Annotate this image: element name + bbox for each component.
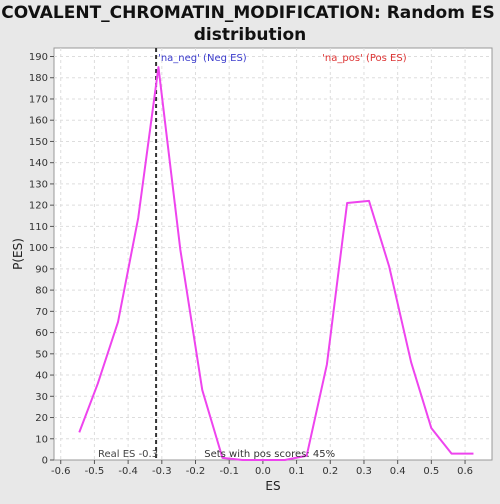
x-tick-label: -0.4 — [118, 466, 138, 477]
x-tick-label: 0.3 — [356, 466, 372, 477]
y-tick-label: 90 — [35, 264, 48, 275]
y-tick-label: 20 — [35, 413, 48, 424]
x-tick-label: -0.3 — [152, 466, 172, 477]
x-tick-label: 0.2 — [322, 466, 338, 477]
y-tick-label: 190 — [29, 52, 48, 63]
series-line — [78, 66, 474, 461]
x-tick-label: 0.6 — [457, 466, 473, 477]
series-layer — [78, 66, 474, 461]
annotation-label: 'na_neg' (Neg ES) — [158, 53, 247, 64]
y-tick-label: 10 — [35, 434, 48, 445]
x-tick-label: -0.1 — [219, 466, 239, 477]
chart-title-line-1: COVALENT_CHROMATIN_MODIFICATION: Random … — [1, 3, 494, 23]
plot-area — [53, 47, 493, 461]
y-tick-label: 0 — [42, 456, 48, 467]
y-tick-label: 100 — [29, 243, 48, 254]
annotations: Real ES -0.3 'na_neg' (Neg ES) 'na_pos' (P… — [98, 53, 407, 460]
y-tick-label: 60 — [35, 328, 48, 339]
y-tick-label: 170 — [29, 94, 48, 105]
x-tick-label: -0.5 — [85, 466, 105, 477]
x-tick-label: 0.0 — [255, 466, 271, 477]
y-tick-label: 70 — [35, 307, 48, 318]
axes: 0 10 20 30 40 50 60 70 80 90 100 110 120 130 140 150 160… — [29, 52, 473, 477]
grid-lines — [54, 48, 492, 460]
chart-title-line-2: distribution — [194, 25, 306, 45]
x-tick-label: -0.2 — [186, 466, 206, 477]
y-tick-label: 30 — [35, 392, 48, 403]
x-tick-label: 0.5 — [423, 466, 439, 477]
y-tick-label: 180 — [29, 73, 48, 84]
y-tick-label: 40 — [35, 371, 48, 382]
y-tick-label: 80 — [35, 286, 48, 297]
annotation-label: Sets with pos scores: 45% — [204, 449, 335, 460]
x-tick-label: 0.4 — [390, 466, 406, 477]
y-tick-label: 130 — [29, 179, 48, 190]
x-tick-label: 0.1 — [289, 466, 305, 477]
x-tick-label: -0.6 — [51, 466, 71, 477]
y-tick-label: 120 — [29, 201, 48, 212]
annotation-label: 'na_pos' (Pos ES) — [322, 53, 407, 64]
real-es-label: Real ES -0.3 — [98, 449, 158, 460]
y-tick-label: 150 — [29, 137, 48, 148]
y-tick-label: 110 — [29, 222, 48, 233]
y-tick-label: 50 — [35, 349, 48, 360]
y-axis-label: P(ES) — [11, 238, 25, 270]
x-axis-label: ES — [265, 479, 280, 493]
y-tick-label: 140 — [29, 158, 48, 169]
y-tick-label: 160 — [29, 116, 48, 127]
